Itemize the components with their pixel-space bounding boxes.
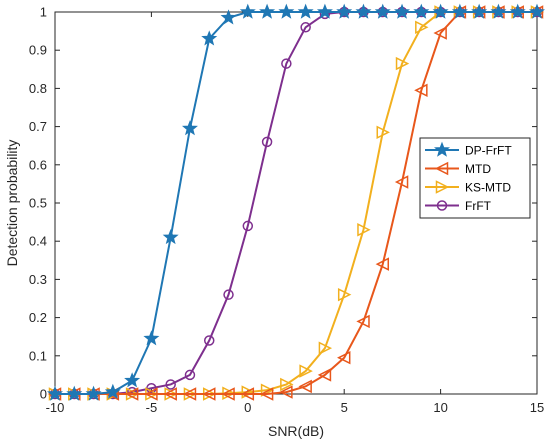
data-point-dp-frft: [220, 9, 237, 25]
y-tick-label: 0.9: [29, 43, 47, 58]
data-point-mtd: [433, 26, 447, 40]
data-point-ks-mtd: [318, 341, 333, 355]
legend-item: MTD: [425, 161, 491, 176]
legend-label: DP-FrFT: [465, 144, 512, 158]
x-axis-label: SNR(dB): [268, 423, 324, 439]
data-point-mtd: [144, 387, 158, 401]
legend: DP-FrFT MTD KS-MTD FrFT: [419, 137, 531, 219]
data-point-dp-frft: [143, 330, 160, 346]
x-tick-label: -10: [46, 400, 65, 415]
data-point-mtd: [124, 387, 139, 401]
y-tick-label: 0.4: [29, 234, 47, 249]
data-point-mtd: [163, 387, 177, 401]
data-point-mtd: [356, 314, 370, 329]
legend-marker: [436, 200, 448, 211]
legend-label: FrFT: [465, 199, 492, 213]
data-point-frft: [242, 220, 254, 232]
x-tick-label: -5: [146, 400, 158, 415]
legend-item: KS-MTD: [425, 180, 511, 195]
data-point-frft: [203, 335, 215, 346]
data-point-ks-mtd: [337, 287, 352, 302]
y-tick-label: 0.3: [29, 272, 47, 287]
data-point-mtd: [414, 83, 428, 98]
series-dp-frft: [47, 3, 545, 401]
data-point-dp-frft: [432, 3, 449, 19]
data-point-dp-frft: [239, 3, 256, 19]
data-point-dp-frft: [451, 3, 468, 19]
y-tick-label: 0.2: [29, 310, 47, 325]
y-axis-label: Detection probability: [4, 140, 20, 267]
legend-item: FrFT: [425, 199, 492, 213]
data-point-frft: [281, 58, 292, 69]
data-point-dp-frft: [336, 3, 353, 19]
data-point-frft: [165, 379, 176, 390]
data-point-mtd: [375, 257, 390, 271]
y-tick-label: 0: [40, 387, 47, 402]
data-point-frft: [223, 289, 234, 300]
data-point-mtd: [394, 175, 409, 189]
legend-item: DP-FrFT: [425, 141, 512, 158]
data-point-mtd: [259, 387, 274, 401]
data-point-dp-frft: [259, 3, 276, 19]
data-point-dp-frft: [85, 385, 102, 401]
data-point-dp-frft: [162, 228, 179, 245]
data-point-dp-frft: [394, 3, 411, 19]
y-tick-label: 0.6: [29, 157, 47, 172]
data-point-dp-frft: [124, 372, 141, 388]
data-point-dp-frft: [47, 385, 63, 401]
y-tick-label: 0.8: [29, 81, 47, 96]
data-point-dp-frft: [413, 3, 430, 19]
x-tick-label: 5: [341, 400, 348, 415]
data-point-ks-mtd: [376, 125, 390, 140]
data-point-dp-frft: [471, 3, 488, 19]
legend-marker: [434, 141, 450, 157]
data-point-mtd: [337, 350, 351, 365]
data-point-ks-mtd: [260, 383, 275, 397]
data-point-dp-frft: [490, 3, 507, 19]
y-tick-label: 1: [40, 5, 47, 20]
x-tick-label: 0: [244, 400, 251, 415]
data-point-ks-mtd: [357, 223, 371, 237]
data-point-dp-frft: [66, 385, 83, 401]
data-point-dp-frft: [104, 383, 121, 399]
data-point-mtd: [202, 387, 216, 401]
data-point-dp-frft: [374, 3, 391, 19]
data-point-frft: [184, 369, 196, 381]
x-tick-label: 10: [433, 400, 447, 415]
data-point-mtd: [240, 387, 255, 401]
data-point-ks-mtd: [395, 56, 410, 71]
data-point-dp-frft: [355, 3, 372, 19]
y-tick-label: 0.5: [29, 196, 47, 211]
x-tick-label: 15: [530, 400, 544, 415]
data-point-mtd: [279, 385, 293, 399]
data-point-dp-frft: [278, 3, 295, 19]
data-point-dp-frft: [201, 30, 218, 46]
legend-label: MTD: [465, 162, 491, 176]
y-tick-label: 0.1: [29, 348, 47, 363]
data-point-dp-frft: [297, 3, 314, 19]
series-group: [47, 3, 545, 401]
data-point-dp-frft: [509, 3, 526, 19]
data-point-ks-mtd: [415, 20, 429, 34]
data-point-dp-frft: [316, 3, 333, 19]
data-point-dp-frft: [529, 3, 545, 19]
data-point-mtd: [298, 379, 312, 394]
legend-marker: [434, 161, 449, 176]
data-point-dp-frft: [181, 120, 198, 136]
data-point-frft: [261, 136, 273, 148]
data-point-ks-mtd: [280, 377, 294, 392]
data-point-mtd: [317, 368, 332, 382]
legend-marker: [435, 180, 450, 194]
data-point-mtd: [221, 387, 235, 401]
data-point-ks-mtd: [299, 364, 313, 378]
legend-label: KS-MTD: [465, 181, 511, 195]
data-point-mtd: [182, 387, 197, 401]
y-tick-label: 0.7: [29, 119, 47, 134]
data-point-frft: [300, 22, 311, 33]
